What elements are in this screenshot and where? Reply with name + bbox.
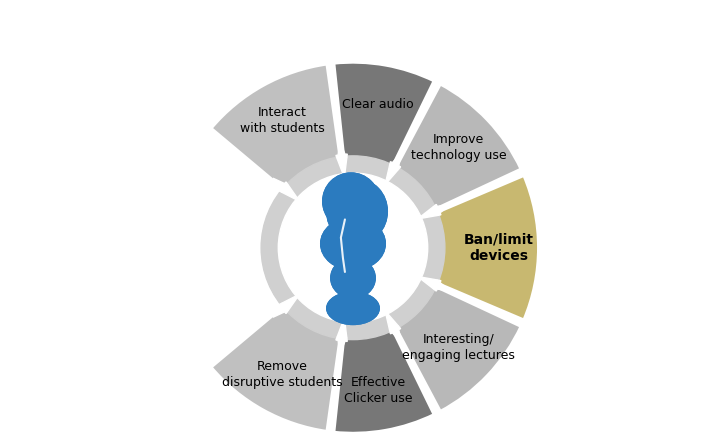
Wedge shape: [333, 62, 434, 175]
Polygon shape: [273, 178, 288, 192]
Ellipse shape: [327, 292, 379, 325]
Wedge shape: [391, 84, 521, 214]
Polygon shape: [278, 294, 299, 313]
Text: Interesting/
engaging lectures: Interesting/ engaging lectures: [402, 333, 515, 363]
Ellipse shape: [321, 217, 385, 270]
Wedge shape: [391, 282, 521, 412]
Polygon shape: [390, 325, 401, 342]
Polygon shape: [336, 318, 347, 342]
Wedge shape: [261, 156, 445, 340]
Text: Remove
disruptive students: Remove disruptive students: [222, 360, 343, 389]
Polygon shape: [278, 182, 299, 201]
Text: Ban/limit
devices: Ban/limit devices: [463, 232, 533, 263]
Polygon shape: [337, 143, 347, 159]
Text: Effective
Clicker use: Effective Clicker use: [344, 376, 412, 405]
Ellipse shape: [321, 217, 385, 270]
Polygon shape: [337, 336, 347, 353]
Circle shape: [261, 156, 445, 340]
Text: Clear audio: Clear audio: [342, 98, 414, 111]
Ellipse shape: [327, 179, 388, 244]
Text: Interact
with students: Interact with students: [240, 106, 325, 135]
Circle shape: [278, 173, 428, 322]
Wedge shape: [427, 175, 539, 320]
Polygon shape: [433, 280, 450, 291]
Wedge shape: [210, 299, 342, 432]
Circle shape: [323, 173, 379, 230]
Ellipse shape: [327, 179, 388, 244]
Polygon shape: [385, 311, 400, 334]
Ellipse shape: [327, 292, 379, 325]
Ellipse shape: [331, 258, 375, 298]
Polygon shape: [273, 303, 288, 317]
Wedge shape: [333, 320, 434, 434]
Circle shape: [278, 173, 428, 322]
Polygon shape: [385, 162, 400, 185]
Circle shape: [323, 173, 379, 230]
Text: Improve
technology use: Improve technology use: [411, 133, 506, 162]
Circle shape: [280, 175, 426, 320]
Polygon shape: [336, 154, 347, 177]
Polygon shape: [417, 277, 441, 291]
Polygon shape: [390, 153, 401, 170]
Wedge shape: [210, 64, 342, 196]
Polygon shape: [417, 204, 441, 219]
Polygon shape: [433, 205, 450, 215]
Ellipse shape: [331, 258, 375, 298]
